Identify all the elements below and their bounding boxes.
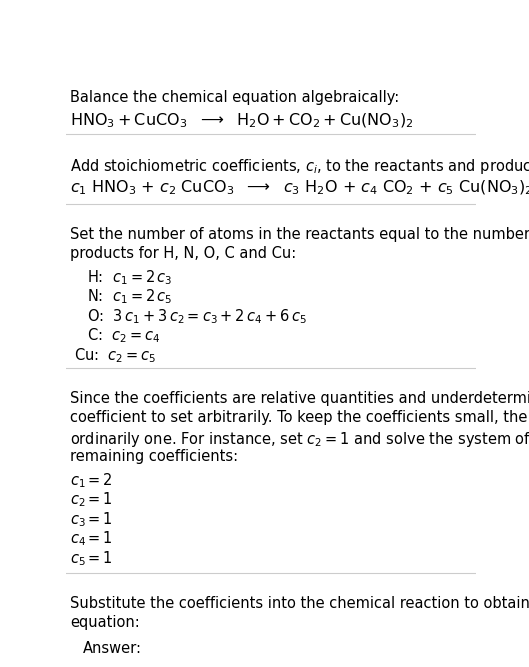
Text: $c_1$ $\mathrm{HNO_3}$ + $c_2$ $\mathrm{CuCO_3}$  $\longrightarrow$  $c_3$ $\mat: $c_1$ $\mathrm{HNO_3}$ + $c_2$ $\mathrm{…	[70, 178, 529, 197]
Text: $c_2 = 1$: $c_2 = 1$	[70, 490, 113, 509]
Text: $\mathrm{HNO_3 + CuCO_3}$  $\longrightarrow$  $\mathrm{H_2O + CO_2 + Cu(NO_3)_2}: $\mathrm{HNO_3 + CuCO_3}$ $\longrightarr…	[70, 112, 414, 130]
Text: $c_4 = 1$: $c_4 = 1$	[70, 530, 113, 548]
Text: N:  $c_1 = 2\,c_5$: N: $c_1 = 2\,c_5$	[87, 287, 172, 306]
Text: Answer:: Answer:	[83, 641, 142, 656]
Text: equation:: equation:	[70, 615, 140, 630]
Text: H:  $c_1 = 2\,c_3$: H: $c_1 = 2\,c_3$	[87, 268, 172, 287]
Text: Set the number of atoms in the reactants equal to the number of atoms in the: Set the number of atoms in the reactants…	[70, 227, 529, 242]
Text: $c_1 = 2$: $c_1 = 2$	[70, 471, 113, 490]
Text: $c_3 = 1$: $c_3 = 1$	[70, 510, 113, 529]
Text: Balance the chemical equation algebraically:: Balance the chemical equation algebraica…	[70, 90, 399, 105]
Text: Since the coefficients are relative quantities and underdetermined, choose a: Since the coefficients are relative quan…	[70, 391, 529, 406]
FancyBboxPatch shape	[68, 632, 351, 667]
Text: Substitute the coefficients into the chemical reaction to obtain the balanced: Substitute the coefficients into the che…	[70, 596, 529, 611]
Text: Cu:  $c_2 = c_5$: Cu: $c_2 = c_5$	[74, 346, 157, 365]
Text: $c_5 = 1$: $c_5 = 1$	[70, 549, 113, 568]
Text: products for H, N, O, C and Cu:: products for H, N, O, C and Cu:	[70, 246, 296, 261]
Text: Add stoichiometric coefficients, $c_i$, to the reactants and products:: Add stoichiometric coefficients, $c_i$, …	[70, 157, 529, 175]
Text: C:  $c_2 = c_4$: C: $c_2 = c_4$	[87, 326, 160, 345]
Text: O:  $3\,c_1 + 3\,c_2 = c_3 + 2\,c_4 + 6\,c_5$: O: $3\,c_1 + 3\,c_2 = c_3 + 2\,c_4 + 6\,…	[87, 307, 307, 325]
Text: ordinarily one. For instance, set $c_2 = 1$ and solve the system of equations fo: ordinarily one. For instance, set $c_2 =…	[70, 430, 529, 449]
Text: coefficient to set arbitrarily. To keep the coefficients small, the arbitrary va: coefficient to set arbitrarily. To keep …	[70, 410, 529, 426]
Text: remaining coefficients:: remaining coefficients:	[70, 450, 239, 464]
